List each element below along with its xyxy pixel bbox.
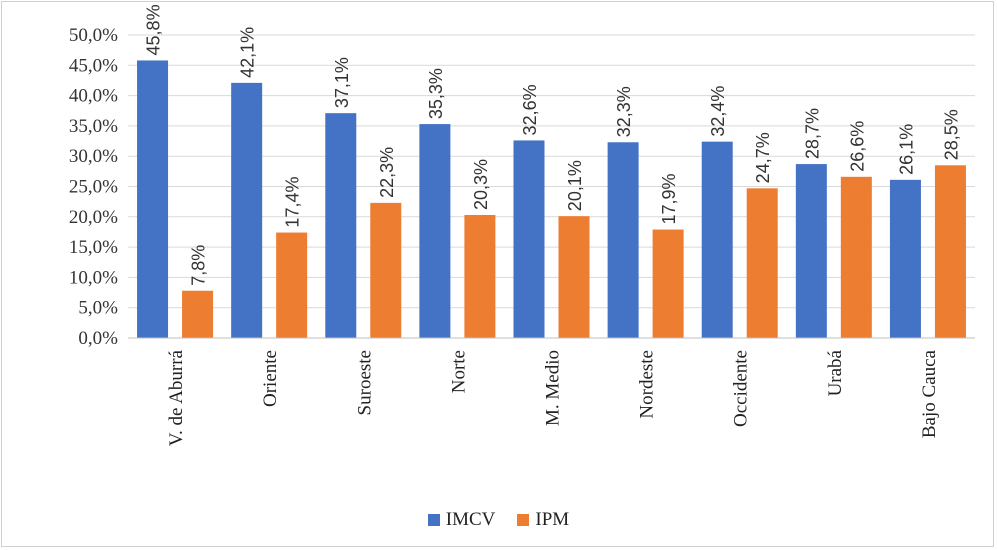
y-tick-label: 35,0% <box>69 116 118 137</box>
bar-ipm <box>934 165 966 338</box>
data-labels: 45,8% 7,8% 42,1% 17,4% 37,1% 22,3% 35,3% 20,3% 3… <box>144 4 962 285</box>
data-label-ipm: 20,3% <box>471 159 491 210</box>
legend-label-ipm: IPM <box>535 509 570 530</box>
y-tick-label: 50,0% <box>69 25 118 46</box>
x-axis: V. de Aburrá Oriente Suroeste Norte M. Medio… <box>128 337 975 446</box>
bar-imcv <box>607 142 639 338</box>
y-tick-label: 5,0% <box>78 298 118 319</box>
data-label-imcv: 42,1% <box>238 27 258 78</box>
bar-ipm <box>746 188 778 338</box>
bar-imcv <box>513 140 545 338</box>
legend-label-imcv: IMCV <box>445 509 496 530</box>
category-label: Oriente <box>260 350 281 407</box>
data-label-imcv: 32,3% <box>614 86 634 137</box>
bar-ipm <box>276 232 308 338</box>
category-label: Occidente <box>731 350 752 427</box>
data-label-imcv: 32,4% <box>708 86 728 137</box>
data-label-imcv: 28,7% <box>802 108 822 159</box>
bar-ipm <box>370 202 402 338</box>
data-label-imcv: 32,6% <box>520 84 540 135</box>
bar-imcv <box>419 124 451 338</box>
bar-ipm <box>652 229 684 338</box>
y-tick-label: 30,0% <box>69 146 118 167</box>
legend: IMCV IPM <box>0 505 997 535</box>
data-label-imcv: 37,1% <box>332 57 352 108</box>
legend-swatch-ipm <box>517 514 530 526</box>
bar-ipm <box>840 176 872 338</box>
legend-item-ipm: IPM <box>517 509 569 531</box>
bar-imcv <box>889 179 921 338</box>
category-label: Bajo Cauca <box>919 349 940 438</box>
bars <box>137 60 966 339</box>
y-axis: 0,0% 5,0% 10,0% 15,0% 20,0% 25,0% 30,0% 35,0% 40… <box>69 25 118 349</box>
bar-ipm <box>182 290 214 338</box>
data-label-ipm: 7,8% <box>189 245 209 286</box>
bar-imcv <box>795 164 827 338</box>
y-tick-label: 10,0% <box>69 267 118 288</box>
category-label: V. de Aburrá <box>166 349 187 446</box>
data-label-ipm: 22,3% <box>377 147 397 198</box>
bar-imcv <box>137 60 169 339</box>
legend-item-imcv: IMCV <box>427 509 496 531</box>
y-tick-label: 40,0% <box>69 86 118 107</box>
data-label-ipm: 17,9% <box>659 173 679 224</box>
category-label: Norte <box>448 350 469 393</box>
data-label-imcv: 26,1% <box>896 124 916 175</box>
data-label-ipm: 28,5% <box>941 109 961 160</box>
bar-imcv <box>325 113 357 338</box>
category-label: Nordeste <box>637 350 658 419</box>
y-tick-label: 25,0% <box>69 177 118 198</box>
bar-imcv <box>701 141 733 338</box>
category-label: Suroeste <box>354 350 375 415</box>
data-label-ipm: 20,1% <box>565 160 585 211</box>
bar-ipm <box>558 216 590 338</box>
y-tick-label: 15,0% <box>69 237 118 258</box>
y-tick-label: 0,0% <box>78 328 118 349</box>
legend-swatch-imcv <box>427 514 440 526</box>
category-label: Urabá <box>825 349 846 396</box>
data-label-ipm: 26,6% <box>847 121 867 172</box>
bar-imcv <box>231 82 263 339</box>
category-label: M. Medio <box>543 350 564 426</box>
y-tick-label: 20,0% <box>69 207 118 228</box>
bar-ipm <box>464 214 496 338</box>
data-label-ipm: 24,7% <box>753 132 773 183</box>
data-label-imcv: 35,3% <box>426 68 446 119</box>
data-label-imcv: 45,8% <box>144 4 164 55</box>
y-tick-label: 45,0% <box>69 55 118 76</box>
data-label-ipm: 17,4% <box>283 177 303 228</box>
